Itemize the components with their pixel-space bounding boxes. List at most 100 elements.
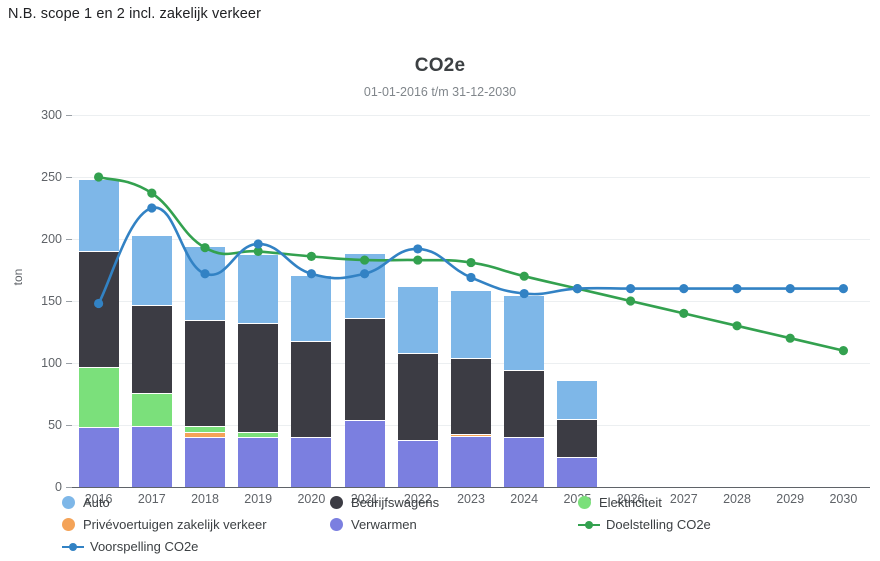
- bar-segment[interactable]: [78, 427, 119, 487]
- bar-segment[interactable]: [557, 457, 598, 487]
- legend-item[interactable]: Verwarmen: [330, 517, 417, 532]
- line-data-point[interactable]: [360, 269, 370, 279]
- line-data-point[interactable]: [94, 298, 104, 309]
- y-tick-label: 0: [55, 480, 62, 494]
- line-data-point[interactable]: [838, 346, 849, 356]
- x-tick-label: 2019: [244, 492, 273, 506]
- bar-segment[interactable]: [451, 358, 491, 434]
- line-data-point[interactable]: [147, 203, 157, 213]
- line-data-point[interactable]: [306, 251, 316, 261]
- legend-item[interactable]: Elektriciteit: [578, 495, 662, 510]
- y-tick-label: 200: [41, 232, 62, 246]
- bar-segment[interactable]: [504, 294, 545, 371]
- x-tick-label: 2027: [669, 492, 698, 506]
- y-axis-ticks: 0 50 100 150 200 250 300: [16, 40, 62, 494]
- bar-segment[interactable]: [557, 418, 598, 458]
- legend-item[interactable]: Voorspelling CO2e: [62, 539, 198, 554]
- bar-segment[interactable]: [291, 340, 332, 438]
- bar-segment[interactable]: [504, 370, 545, 438]
- y-tick-label: 150: [41, 294, 62, 308]
- bar-segment[interactable]: [451, 289, 491, 359]
- bar-segment[interactable]: [78, 179, 119, 252]
- bar-segment[interactable]: [291, 437, 332, 487]
- line-data-point[interactable]: [732, 284, 742, 294]
- bar-segment[interactable]: [397, 353, 438, 440]
- bar-segment[interactable]: [397, 286, 438, 354]
- bar-segment[interactable]: [397, 439, 438, 487]
- scope-note: N.B. scope 1 en 2 incl. zakelijk verkeer: [8, 6, 262, 22]
- bar-segment[interactable]: [185, 432, 225, 438]
- y-tick-label: 300: [41, 108, 62, 122]
- x-tick-label: 2030: [829, 492, 858, 506]
- x-axis-line: [72, 486, 870, 488]
- legend-marker-icon: [330, 496, 343, 509]
- legend-marker-icon: [578, 496, 591, 509]
- bar-segment[interactable]: [238, 253, 279, 324]
- y-tick-mark: [66, 362, 72, 364]
- line-data-point[interactable]: [519, 271, 529, 281]
- legend-item-label: Elektriciteit: [599, 495, 662, 510]
- line-data-point[interactable]: [572, 284, 583, 294]
- legend-item[interactable]: Doelstelling CO2e: [578, 517, 711, 532]
- line-data-point[interactable]: [253, 246, 263, 256]
- line-data-point[interactable]: [306, 269, 316, 279]
- bar-segment[interactable]: [344, 318, 385, 421]
- line-data-point[interactable]: [626, 284, 636, 294]
- bar-segment[interactable]: [131, 392, 172, 427]
- bar-segment[interactable]: [131, 426, 172, 487]
- bars-layer: [0, 40, 880, 487]
- line-series-path: [97, 206, 845, 305]
- bar-segment[interactable]: [131, 304, 172, 393]
- x-tick-label: 2022: [403, 492, 432, 506]
- line-data-point[interactable]: [785, 333, 795, 343]
- bar-segment[interactable]: [344, 420, 385, 487]
- bar-segment[interactable]: [238, 432, 279, 438]
- line-data-point[interactable]: [519, 288, 529, 299]
- chart-legend: Auto Bedrijfswagens Elektriciteit Privévoer…: [0, 495, 880, 561]
- legend-item-label: Privévoertuigen zakelijk verkeer: [83, 517, 267, 532]
- x-tick-label: 2023: [457, 492, 485, 506]
- chart-title: CO2e: [414, 55, 466, 76]
- bar-segment[interactable]: [451, 436, 491, 487]
- bar-segment[interactable]: [78, 366, 119, 428]
- y-tick-label: 100: [41, 356, 62, 370]
- bar-segment[interactable]: [557, 380, 598, 419]
- legend-item[interactable]: Auto: [62, 495, 110, 510]
- y-tick-mark: [66, 486, 72, 488]
- line-data-point[interactable]: [147, 188, 157, 198]
- bar-segment[interactable]: [451, 433, 491, 437]
- line-data-point[interactable]: [626, 296, 636, 306]
- y-tick-mark: [66, 238, 72, 240]
- line-data-point[interactable]: [466, 272, 476, 283]
- line-data-point[interactable]: [732, 321, 742, 331]
- line-data-point[interactable]: [679, 308, 689, 318]
- line-data-point[interactable]: [360, 255, 370, 265]
- y-tick-mark: [66, 424, 72, 426]
- bar-segment[interactable]: [185, 426, 225, 433]
- line-data-point[interactable]: [838, 284, 849, 294]
- x-tick-label: 2018: [191, 492, 219, 506]
- y-tick-mark: [66, 176, 72, 178]
- legend-item-label: Doelstelling CO2e: [606, 517, 711, 532]
- y-tick-mark: [66, 300, 72, 302]
- line-data-point[interactable]: [200, 269, 210, 279]
- legend-line-icon: [62, 540, 84, 553]
- line-data-point[interactable]: [94, 172, 104, 182]
- legend-item[interactable]: Bedrijfswagens: [330, 495, 439, 510]
- bar-segment[interactable]: [504, 437, 545, 487]
- line-data-point[interactable]: [200, 243, 210, 253]
- legend-item-label: Auto: [83, 495, 110, 510]
- line-data-point[interactable]: [413, 244, 423, 254]
- bar-segment[interactable]: [185, 437, 225, 487]
- bar-segment[interactable]: [238, 323, 279, 433]
- line-data-point[interactable]: [466, 257, 476, 268]
- legend-item[interactable]: Privévoertuigen zakelijk verkeer: [62, 517, 267, 532]
- bar-segment[interactable]: [131, 235, 172, 305]
- bar-segment[interactable]: [238, 437, 279, 487]
- line-data-point[interactable]: [253, 239, 263, 249]
- line-data-point[interactable]: [413, 255, 423, 265]
- line-data-point[interactable]: [785, 284, 795, 294]
- bar-segment[interactable]: [185, 319, 225, 427]
- lines-layer: [94, 172, 849, 356]
- line-data-point[interactable]: [679, 284, 689, 294]
